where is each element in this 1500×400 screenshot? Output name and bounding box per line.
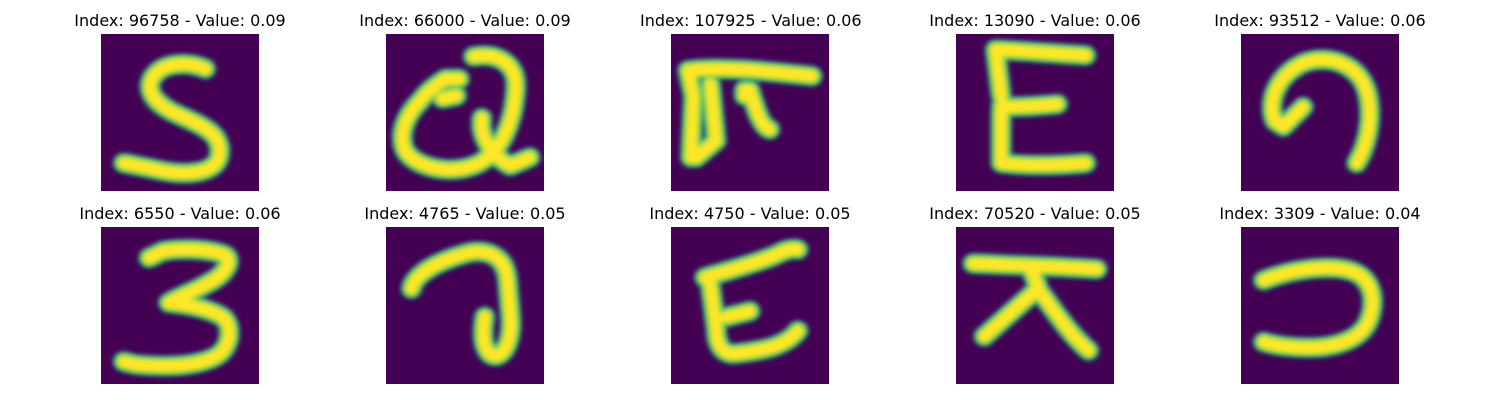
panel-10: Index: 3309 - Value: 0.04: [1210, 203, 1430, 384]
arch-icon: [1241, 34, 1399, 191]
tent-icon: [956, 227, 1114, 384]
panel-title: Index: 96758 - Value: 0.09: [74, 11, 286, 30]
three-icon: [101, 227, 259, 384]
reverse-c-icon: [1241, 227, 1399, 384]
panel-title: Index: 4765 - Value: 0.05: [364, 204, 566, 223]
panel-title: Index: 70520 - Value: 0.05: [929, 204, 1141, 223]
seven-icon: [386, 227, 544, 384]
panel-5: Index: 93512 - Value: 0.06: [1210, 10, 1430, 191]
panel-8: Index: 4750 - Value: 0.05: [640, 203, 860, 384]
panel-1: Index: 96758 - Value: 0.09: [70, 10, 290, 191]
s-icon: [101, 34, 259, 191]
panel-title: Index: 6550 - Value: 0.06: [79, 204, 281, 223]
panel-title: Index: 93512 - Value: 0.06: [1214, 11, 1426, 30]
g-icon: [671, 227, 829, 384]
q-icon: [386, 34, 544, 191]
panel-9: Index: 70520 - Value: 0.05: [925, 203, 1145, 384]
panel-2: Index: 66000 - Value: 0.09: [355, 10, 575, 191]
panel-7: Index: 4765 - Value: 0.05: [355, 203, 575, 384]
panel-title: Index: 107925 - Value: 0.06: [640, 11, 862, 30]
pi-icon: [671, 34, 829, 191]
panel-title: Index: 13090 - Value: 0.06: [929, 11, 1141, 30]
panel-title: Index: 66000 - Value: 0.09: [359, 11, 571, 30]
panel-title: Index: 3309 - Value: 0.04: [1219, 204, 1421, 223]
panel-3: Index: 107925 - Value: 0.06: [640, 10, 862, 191]
panel-6: Index: 6550 - Value: 0.06: [70, 203, 290, 384]
panel-4: Index: 13090 - Value: 0.06: [925, 10, 1145, 191]
e-icon: [956, 34, 1114, 191]
panel-title: Index: 4750 - Value: 0.05: [649, 204, 851, 223]
